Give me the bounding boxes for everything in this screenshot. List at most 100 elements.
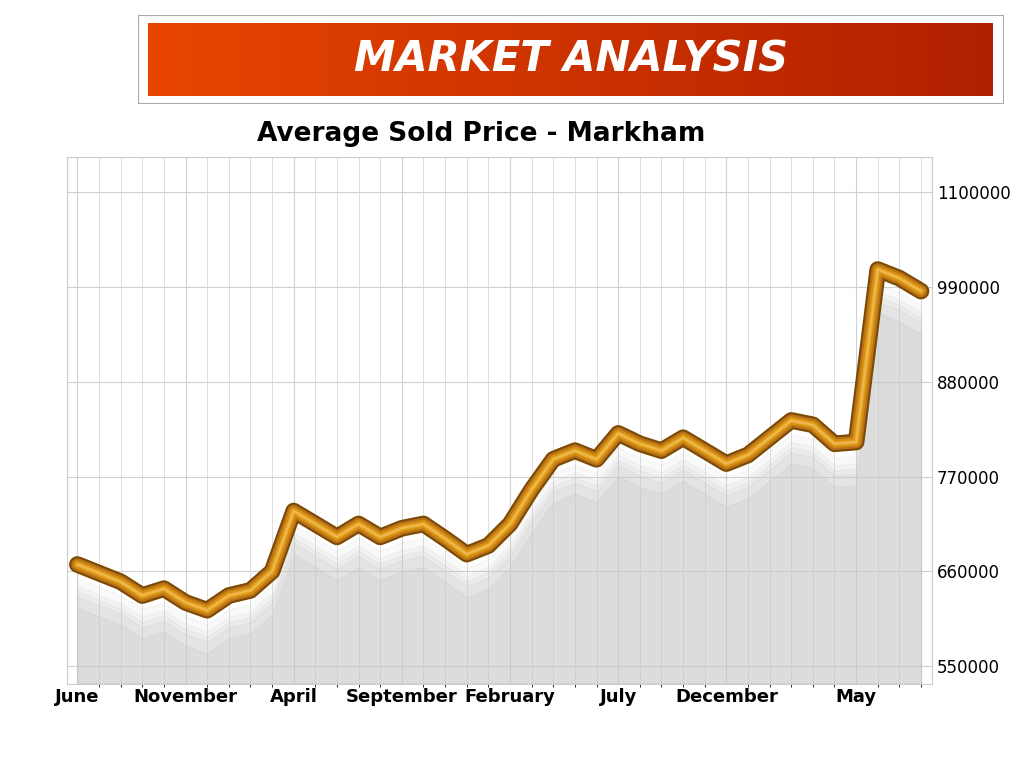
Bar xyxy=(321,23,324,96)
Bar xyxy=(690,23,693,96)
Bar xyxy=(828,23,831,96)
Bar xyxy=(548,23,551,96)
Bar xyxy=(310,23,313,96)
Bar xyxy=(940,23,944,96)
Text: MARKET ANALYSIS: MARKET ANALYSIS xyxy=(354,38,787,81)
Bar xyxy=(231,23,234,96)
Bar xyxy=(346,23,350,96)
Bar xyxy=(554,23,558,96)
Bar xyxy=(961,23,964,96)
Bar xyxy=(535,23,538,96)
Bar xyxy=(267,23,270,96)
Bar xyxy=(613,23,617,96)
Bar xyxy=(812,23,815,96)
Bar xyxy=(788,23,792,96)
Text: Average Sold Price - Markham: Average Sold Price - Markham xyxy=(257,121,706,147)
Bar xyxy=(693,23,696,96)
Bar xyxy=(578,23,581,96)
Bar xyxy=(370,23,373,96)
Bar xyxy=(910,23,914,96)
Bar xyxy=(152,23,155,96)
Bar xyxy=(551,23,554,96)
Bar xyxy=(162,23,165,96)
Bar xyxy=(720,23,723,96)
Bar xyxy=(742,23,745,96)
Bar xyxy=(492,23,495,96)
Bar xyxy=(449,23,452,96)
Bar xyxy=(785,23,788,96)
Bar xyxy=(766,23,769,96)
Bar xyxy=(238,23,241,96)
Bar xyxy=(198,23,202,96)
Bar xyxy=(307,23,310,96)
Bar xyxy=(410,23,413,96)
Bar xyxy=(188,23,191,96)
Bar xyxy=(244,23,248,96)
Bar xyxy=(524,23,528,96)
Bar xyxy=(541,23,545,96)
Bar xyxy=(937,23,940,96)
Bar xyxy=(835,23,839,96)
Bar xyxy=(545,23,548,96)
Bar xyxy=(406,23,410,96)
Bar xyxy=(891,23,894,96)
Bar xyxy=(515,23,518,96)
Bar xyxy=(588,23,591,96)
Bar xyxy=(248,23,251,96)
Bar xyxy=(270,23,273,96)
Bar xyxy=(650,23,653,96)
Bar xyxy=(607,23,610,96)
Bar xyxy=(974,23,977,96)
Bar xyxy=(664,23,667,96)
Bar xyxy=(970,23,974,96)
Bar xyxy=(745,23,750,96)
Bar xyxy=(809,23,812,96)
Bar xyxy=(885,23,888,96)
Bar xyxy=(990,23,993,96)
Bar xyxy=(647,23,650,96)
Bar xyxy=(643,23,647,96)
Bar xyxy=(445,23,449,96)
Bar xyxy=(964,23,967,96)
Bar xyxy=(521,23,524,96)
Bar xyxy=(273,23,278,96)
Bar xyxy=(653,23,656,96)
Bar xyxy=(439,23,442,96)
Bar xyxy=(729,23,732,96)
Bar xyxy=(155,23,159,96)
Bar xyxy=(858,23,861,96)
Bar xyxy=(591,23,594,96)
Bar xyxy=(148,23,152,96)
Bar xyxy=(874,23,878,96)
Bar xyxy=(660,23,664,96)
Bar xyxy=(362,23,367,96)
Bar xyxy=(340,23,343,96)
Bar xyxy=(426,23,429,96)
Bar xyxy=(713,23,716,96)
Bar xyxy=(716,23,720,96)
Bar xyxy=(753,23,756,96)
Bar xyxy=(297,23,300,96)
Bar xyxy=(202,23,205,96)
Bar xyxy=(888,23,891,96)
Bar xyxy=(396,23,399,96)
Bar xyxy=(376,23,380,96)
Bar xyxy=(702,23,707,96)
Bar xyxy=(699,23,702,96)
Bar xyxy=(815,23,818,96)
Bar xyxy=(604,23,607,96)
Bar xyxy=(987,23,990,96)
Bar xyxy=(383,23,386,96)
Bar xyxy=(495,23,499,96)
Bar xyxy=(656,23,660,96)
Bar xyxy=(241,23,244,96)
Bar xyxy=(214,23,218,96)
Bar xyxy=(894,23,898,96)
Bar xyxy=(928,23,931,96)
Bar xyxy=(303,23,307,96)
Bar xyxy=(980,23,983,96)
Bar xyxy=(287,23,291,96)
Bar xyxy=(485,23,488,96)
Bar xyxy=(901,23,904,96)
Bar xyxy=(178,23,181,96)
